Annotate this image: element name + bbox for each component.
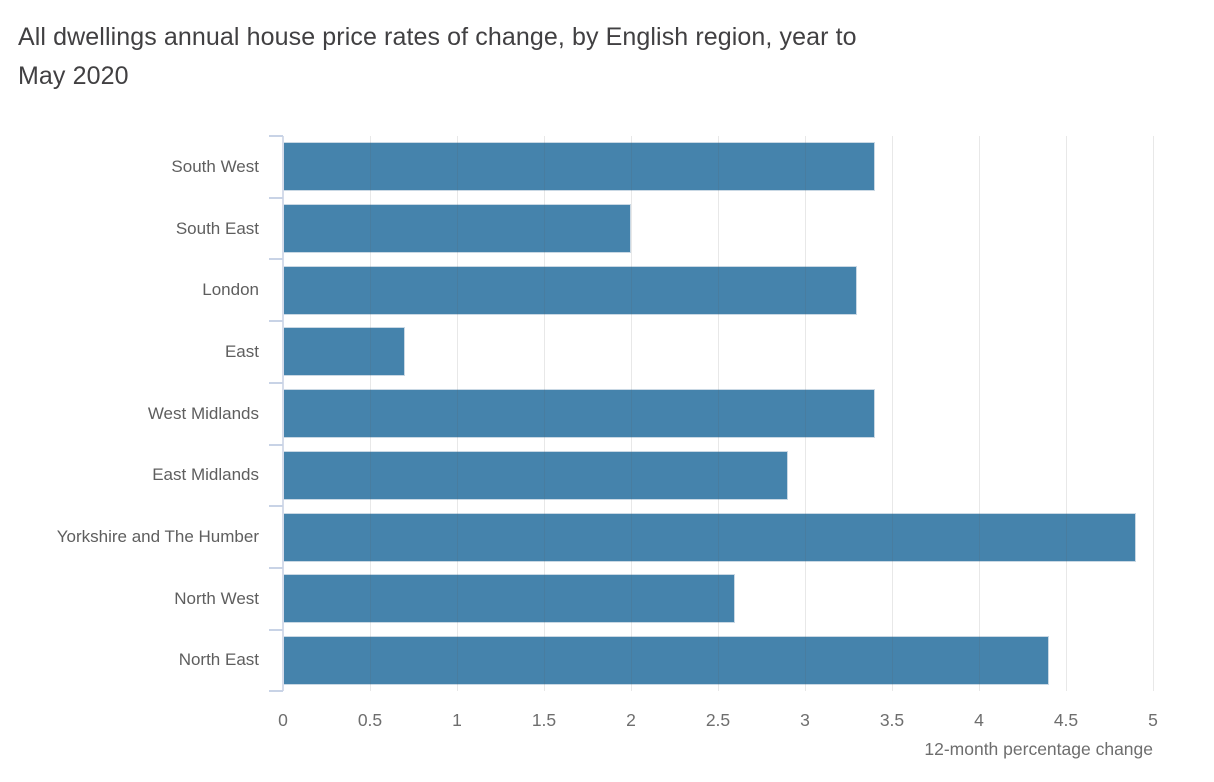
y-axis-line [282, 136, 284, 691]
bar-london[interactable] [283, 265, 858, 315]
y-axis-tick [269, 505, 283, 508]
gridline [1153, 136, 1154, 691]
gridline [892, 136, 893, 691]
bar-west-midlands[interactable] [283, 389, 875, 439]
chart-title: All dwellings annual house price rates o… [18, 18, 857, 96]
gridline [631, 136, 632, 691]
bar-north-west[interactable] [283, 574, 736, 624]
bar-yorkshire-and-the-humber[interactable] [283, 512, 1136, 562]
category-label: North West [174, 588, 259, 608]
bar-east[interactable] [283, 327, 405, 377]
x-tick-label: 4 [974, 710, 984, 730]
category-label: South East [175, 218, 259, 238]
chart-title-line-1: All dwellings annual house price rates o… [18, 23, 857, 51]
x-tick-label: 4.5 [1053, 710, 1079, 730]
category-label: London [202, 280, 259, 300]
category-label: Yorkshire and The Humber [56, 527, 259, 547]
x-tick-label: 3.5 [879, 710, 905, 730]
x-tick-label: 1.5 [531, 710, 557, 730]
bar-south-west[interactable] [283, 142, 875, 192]
chart-title-line-2: May 2020 [18, 62, 129, 90]
x-tick-label: 1 [452, 710, 462, 730]
gridline [370, 136, 371, 691]
gridline [544, 136, 545, 691]
x-tick-label: 3 [800, 710, 810, 730]
category-label: East [224, 341, 259, 361]
x-tick-label: 0.5 [357, 710, 383, 730]
y-axis-tick [269, 258, 283, 261]
y-axis-tick [269, 381, 283, 384]
gridline [457, 136, 458, 691]
x-tick-label: 0 [278, 710, 288, 730]
x-tick-label: 2.5 [705, 710, 731, 730]
y-axis-tick [269, 690, 283, 693]
gridline [718, 136, 719, 691]
gridline [979, 136, 980, 691]
x-tick-label: 2 [626, 710, 636, 730]
y-axis-tick [269, 443, 283, 446]
category-label: East Midlands [152, 465, 259, 485]
bar-north-east[interactable] [283, 635, 1049, 685]
y-axis-tick [269, 628, 283, 631]
category-label: South West [171, 156, 259, 176]
bar-east-midlands[interactable] [283, 450, 788, 500]
bar-south-east[interactable] [283, 204, 631, 254]
x-axis-title: 12-month percentage change [924, 739, 1153, 759]
gridline [1066, 136, 1067, 691]
category-label: North East [178, 650, 259, 670]
y-axis-tick [269, 135, 283, 137]
y-axis-tick [269, 320, 283, 323]
gridline [805, 136, 806, 691]
y-axis-tick [269, 566, 283, 569]
category-label: West Midlands [147, 403, 259, 423]
y-axis-tick [269, 196, 283, 199]
x-tick-label: 5 [1148, 710, 1158, 730]
